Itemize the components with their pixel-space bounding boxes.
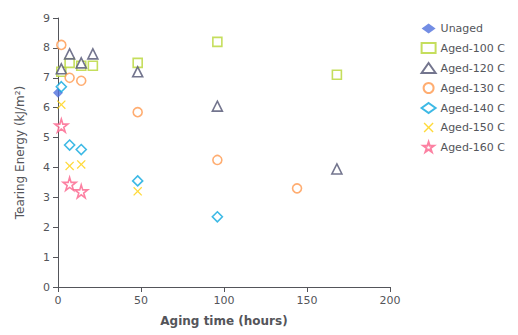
svg-text:50: 50 xyxy=(134,294,148,307)
svg-text:5: 5 xyxy=(43,131,50,144)
svg-text:Aged-150 C: Aged-150 C xyxy=(441,121,506,134)
svg-text:8: 8 xyxy=(43,41,50,54)
svg-text:3: 3 xyxy=(43,191,50,204)
svg-text:1: 1 xyxy=(43,251,50,264)
svg-text:6: 6 xyxy=(43,101,50,114)
svg-text:0: 0 xyxy=(55,294,62,307)
svg-text:Aged-160 C: Aged-160 C xyxy=(441,141,506,154)
svg-text:4: 4 xyxy=(43,161,50,174)
svg-text:Aged-100 C: Aged-100 C xyxy=(441,42,506,55)
svg-text:Aged-140 C: Aged-140 C xyxy=(441,102,506,115)
svg-text:Aging time (hours): Aging time (hours) xyxy=(160,314,287,328)
svg-text:Aged-120 C: Aged-120 C xyxy=(441,62,506,75)
svg-text:2: 2 xyxy=(43,221,50,234)
svg-text:200: 200 xyxy=(380,294,401,307)
svg-text:Tearing Energy (kJ/m²): Tearing Energy (kJ/m²) xyxy=(13,86,27,221)
svg-text:0: 0 xyxy=(43,281,50,294)
svg-text:150: 150 xyxy=(297,294,318,307)
svg-text:Aged-130 C: Aged-130 C xyxy=(441,82,506,95)
svg-text:7: 7 xyxy=(43,71,50,84)
svg-text:Unaged: Unaged xyxy=(441,22,484,35)
svg-text:9: 9 xyxy=(43,12,50,25)
svg-text:100: 100 xyxy=(214,294,235,307)
